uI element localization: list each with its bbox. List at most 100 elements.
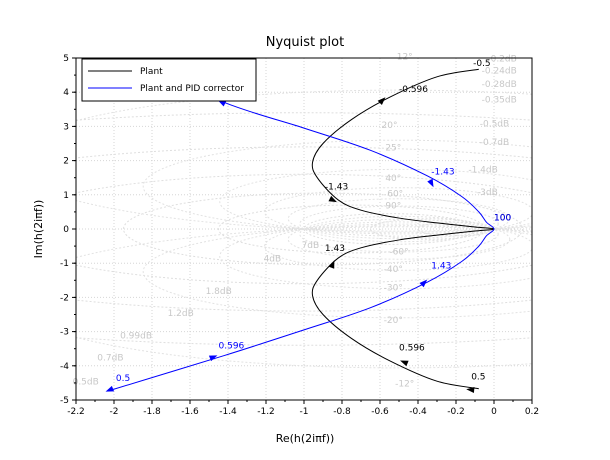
direction-arrow xyxy=(105,385,115,392)
legend: Plant Plant and PID corrector xyxy=(81,58,257,102)
magnitude-grid-label: 1.8dB xyxy=(206,287,232,297)
x-tick-label: 0 xyxy=(491,407,497,417)
phase-grid-label: 90° xyxy=(385,201,401,211)
y-tick-label: 1 xyxy=(63,191,69,201)
magnitude-grid-label: 7dB xyxy=(302,241,320,251)
magnitude-contour xyxy=(76,146,532,312)
y-axis-title: Im(h(2iπf)) xyxy=(32,200,45,259)
x-tick-label: -1.8 xyxy=(143,407,161,417)
nyquist-grid xyxy=(76,58,532,400)
y-tick-label: 5 xyxy=(63,54,69,64)
series-plant-pid xyxy=(105,59,495,392)
phase-contour xyxy=(142,225,532,319)
frequency-label: -0.5 xyxy=(473,59,491,69)
magnitude-contour xyxy=(123,192,523,266)
frequency-label: 100 xyxy=(494,213,511,223)
magnitude-grid-label: -0.28dB xyxy=(482,80,517,90)
direction-arrow xyxy=(419,279,428,288)
direction-arrow xyxy=(208,355,218,362)
y-tick-label: -5 xyxy=(60,396,69,406)
magnitude-contour xyxy=(303,213,476,245)
magnitude-grid-label: -0.5dB xyxy=(480,119,509,129)
frequency-label: 0.596 xyxy=(399,343,425,353)
x-tick-label: -0.4 xyxy=(409,407,427,417)
frequency-label: 100 xyxy=(494,213,511,223)
x-tick-label: 0.2 xyxy=(525,407,539,417)
phase-grid-label: -30° xyxy=(384,284,403,294)
x-tick-label: -1.4 xyxy=(219,407,237,417)
x-tick-label: -1.6 xyxy=(181,407,199,417)
magnitude-grid-label: -0.7dB xyxy=(480,138,509,148)
x-tick-label: -2.2 xyxy=(67,407,85,417)
magnitude-grid-label: 1.2dB xyxy=(168,309,194,319)
magnitude-contour xyxy=(76,112,532,346)
frequency-label: 0.5 xyxy=(471,372,485,382)
x-axis-title: Re(h(2iπf)) xyxy=(276,432,335,445)
frequency-label: -1.43 xyxy=(325,183,348,193)
y-tick-label: 2 xyxy=(63,157,69,167)
phase-contour xyxy=(264,187,532,237)
frequency-label: -0.596 xyxy=(399,85,428,95)
phase-contour xyxy=(76,226,532,369)
x-tick-label: -0.8 xyxy=(333,407,351,417)
phase-grid-label: -40° xyxy=(384,265,403,275)
frequency-label: -1.43 xyxy=(431,167,454,177)
magnitude-grid-label: 4dB xyxy=(264,254,282,264)
phase-contour xyxy=(76,89,532,232)
phase-grid-label: 25° xyxy=(385,143,401,153)
direction-arrow xyxy=(328,260,335,269)
phase-grid-label: 20° xyxy=(382,121,398,131)
y-tick-label: 0 xyxy=(63,225,69,235)
magnitude-grid-label: 0.99dB xyxy=(120,331,152,341)
phase-grid-label: 60° xyxy=(387,190,403,200)
direction-arrow xyxy=(427,178,434,188)
axes: -2.2 -2 -1.8 -1.6 -1.4 -1.2 -1 -0.8 -0.6 -0.4 -0.2… xyxy=(60,54,539,417)
x-tick-label: -2 xyxy=(110,407,119,417)
x-tick-label: -0.6 xyxy=(371,407,389,417)
series-layer xyxy=(105,59,495,394)
y-tick-label: -3 xyxy=(60,328,69,338)
direction-arrow xyxy=(328,195,337,203)
phase-contour xyxy=(287,198,511,240)
magnitude-grid-label: 0.5dB xyxy=(73,378,99,388)
phase-contour xyxy=(287,218,511,260)
magnitude-grid-label: 0.7dB xyxy=(97,354,123,364)
phase-contour xyxy=(299,205,499,243)
y-tick-label: -4 xyxy=(60,362,69,372)
y-tick-label: 3 xyxy=(63,122,69,132)
phase-contour xyxy=(219,223,532,290)
phase-grid-label: -60° xyxy=(389,248,408,258)
direction-arrow xyxy=(217,100,227,107)
y-tick-label: -1 xyxy=(60,259,69,269)
magnitude-grid-label: -0.2dB xyxy=(487,54,516,64)
x-tick-label: -1 xyxy=(300,407,309,417)
magnitude-contour xyxy=(218,204,485,254)
direction-arrow xyxy=(377,97,386,105)
y-tick-label: 4 xyxy=(63,88,69,98)
phase-contour xyxy=(299,215,499,253)
y-tick-label: -2 xyxy=(60,293,69,303)
direction-arrow xyxy=(400,360,409,367)
magnitude-grid-label: -1.4dB xyxy=(468,166,497,176)
grid-labels: -0.2dB -0.24dB -0.28dB -0.35dB -0.5dB -0.7dB -… xyxy=(73,53,517,390)
legend-label-plant: Plant xyxy=(140,67,163,77)
chart-title: Nyquist plot xyxy=(266,35,344,50)
direction-arrow xyxy=(466,387,475,394)
magnitude-grid-label: -0.35dB xyxy=(482,95,517,105)
phase-contour xyxy=(264,221,532,271)
x-tick-label: -0.2 xyxy=(447,407,465,417)
legend-label-pid: Plant and PID corrector xyxy=(140,84,244,94)
frequency-label: 0.596 xyxy=(219,342,245,352)
phase-grid-label: 40° xyxy=(385,174,401,184)
magnitude-grid-label: -3dB xyxy=(477,188,498,198)
frequency-label: 1.43 xyxy=(431,261,451,271)
phase-grid-label: -20° xyxy=(384,316,403,326)
phase-contour xyxy=(219,168,532,235)
magnitude-grid-label: -0.24dB xyxy=(482,66,517,76)
series-line xyxy=(111,59,495,391)
phase-contour xyxy=(142,139,532,233)
frequency-label: 0.5 xyxy=(116,374,130,384)
phase-grid-label: -12° xyxy=(395,379,414,389)
legend-box xyxy=(81,58,257,102)
